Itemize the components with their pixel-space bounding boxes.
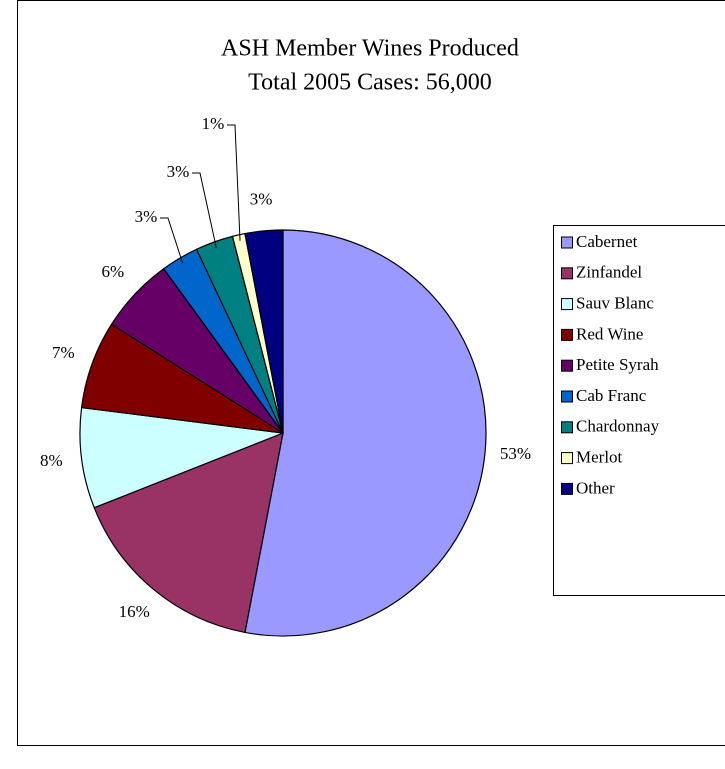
- data-label: 3%: [167, 162, 190, 181]
- data-label: 7%: [52, 343, 75, 362]
- pie-slice: [244, 229, 487, 637]
- data-label: 8%: [40, 451, 63, 470]
- pie-slice: [244, 229, 284, 434]
- legend-label: Sauv Blanc: [576, 294, 654, 313]
- data-label: 6%: [101, 262, 124, 281]
- pie-slice: [79, 406, 284, 509]
- legend-swatch: [561, 267, 573, 280]
- legend-label: Other: [576, 478, 615, 497]
- legend-swatch: [561, 359, 573, 372]
- legend-swatch: [561, 390, 573, 403]
- legend-label: Petite Syrah: [576, 355, 659, 374]
- legend-swatch: [561, 452, 573, 465]
- leader-line: [227, 124, 241, 241]
- legend-label: Cab Franc: [576, 386, 647, 405]
- legend-label: Red Wine: [576, 324, 643, 343]
- chart-subtitle: Total 2005 Cases: 56,000: [248, 70, 492, 96]
- legend-swatch: [561, 328, 573, 341]
- legend-swatch: [561, 236, 573, 249]
- leader-line: [192, 172, 217, 248]
- data-label: 16%: [119, 602, 150, 621]
- legend-label: Cabernet: [576, 232, 638, 251]
- legend-box: [553, 225, 725, 596]
- legend-label: Zinfandel: [576, 263, 642, 282]
- data-label: 1%: [202, 114, 225, 133]
- data-label: 3%: [135, 207, 158, 226]
- legend-swatch: [561, 482, 573, 495]
- legend-label: Merlot: [576, 448, 623, 467]
- data-label: 53%: [500, 444, 531, 463]
- chart-title: ASH Member Wines Produced: [221, 36, 519, 62]
- legend-label: Chardonnay: [576, 417, 660, 436]
- legend-swatch: [561, 298, 573, 311]
- pie-slice: [93, 432, 284, 634]
- data-label: 3%: [250, 189, 273, 208]
- leader-line: [160, 217, 184, 264]
- legend-swatch: [561, 421, 573, 434]
